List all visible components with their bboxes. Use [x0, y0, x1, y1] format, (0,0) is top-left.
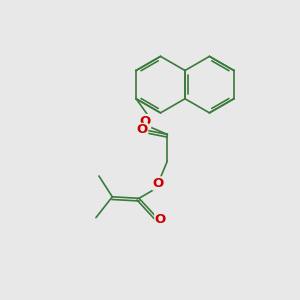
Text: O: O: [136, 123, 148, 136]
Text: O: O: [140, 115, 151, 128]
Text: O: O: [155, 213, 166, 226]
Text: O: O: [153, 177, 164, 190]
